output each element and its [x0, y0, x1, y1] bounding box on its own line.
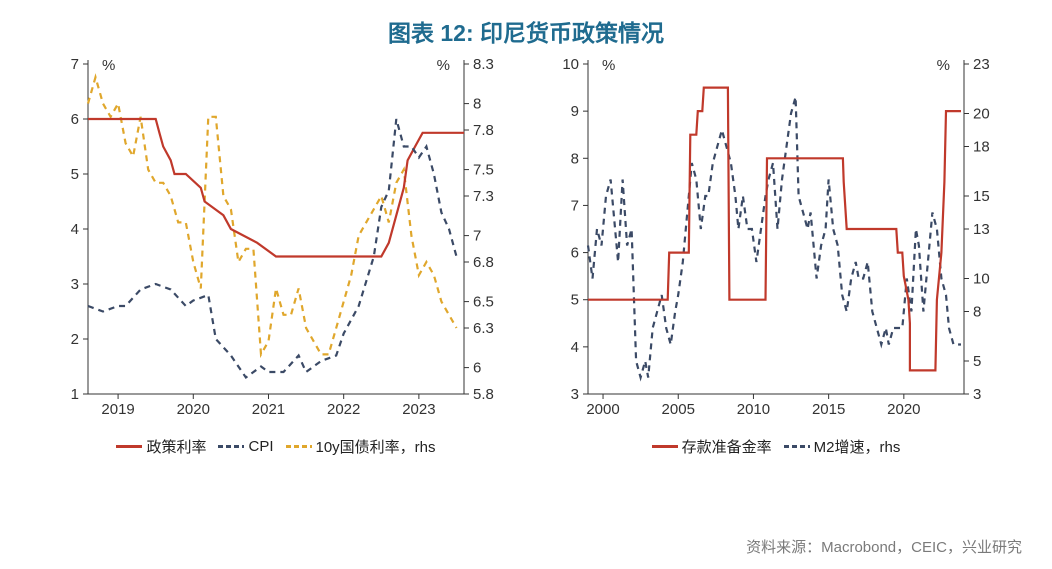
svg-text:2020: 2020 [887, 401, 920, 418]
svg-text:2020: 2020 [177, 401, 210, 418]
svg-text:20: 20 [973, 106, 990, 123]
svg-text:7.3: 7.3 [473, 188, 494, 205]
svg-text:8: 8 [973, 304, 981, 321]
left-chart-wrap: 1 2 3 4 5 6 7% 5.8 6 6.3 6.5 6.8 7 7.3 7.5 7.8 8 8.3% 2019… [36, 54, 516, 457]
svg-text:23: 23 [973, 56, 990, 73]
svg-text:2015: 2015 [812, 401, 845, 418]
svg-text:%: % [602, 57, 615, 74]
svg-text:8: 8 [473, 96, 481, 113]
svg-text:2000: 2000 [586, 401, 619, 418]
svg-text:7.5: 7.5 [473, 162, 494, 179]
svg-text:3: 3 [973, 386, 981, 403]
svg-text:2005: 2005 [662, 401, 695, 418]
svg-text:6: 6 [473, 360, 481, 377]
svg-text:9: 9 [571, 103, 579, 120]
svg-text:6: 6 [71, 111, 79, 128]
source-text: 资料来源：Macrobond，CEIC，兴业研究 [746, 536, 1022, 557]
svg-text:6.3: 6.3 [473, 320, 494, 337]
svg-text:13: 13 [973, 221, 990, 238]
svg-text:2019: 2019 [101, 401, 134, 418]
svg-text:%: % [437, 57, 450, 74]
svg-text:%: % [937, 57, 950, 74]
legend-swatch [784, 445, 810, 448]
left-chart-svg: 1 2 3 4 5 6 7% 5.8 6 6.3 6.5 6.8 7 7.3 7.5 7.8 8 8.3% 2019… [36, 54, 516, 434]
right-chart-svg: 3 4 5 6 7 8 9 10% 3 5 8 10 13 15 18 20 23% 2000 2005 2010 20… [536, 54, 1016, 434]
svg-text:8.3: 8.3 [473, 56, 494, 73]
svg-text:2: 2 [71, 331, 79, 348]
legend-item: M2增速，rhs [784, 436, 901, 457]
chart-title: 图表 12: 印尼货币政策情况 [0, 0, 1052, 54]
svg-text:6: 6 [571, 245, 579, 262]
legend-swatch [218, 445, 244, 448]
svg-text:8: 8 [571, 150, 579, 167]
svg-text:7: 7 [71, 56, 79, 73]
svg-text:18: 18 [973, 139, 990, 156]
charts-row: 1234567%5.866.36.56.877.37.57.888.3%2019… [0, 54, 1052, 457]
legend-item: 10y国债利率，rhs [286, 436, 436, 457]
svg-text:2021: 2021 [252, 401, 285, 418]
svg-text:5.8: 5.8 [473, 386, 494, 403]
svg-text:10: 10 [973, 271, 990, 288]
svg-text:10: 10 [562, 56, 579, 73]
legend-item: 政策利率 [116, 436, 206, 457]
svg-text:7: 7 [473, 228, 481, 245]
right-legend: 存款准备金率 M2增速，rhs [652, 436, 901, 457]
svg-text:15: 15 [973, 188, 990, 205]
svg-text:2010: 2010 [737, 401, 770, 418]
svg-text:2023: 2023 [402, 401, 435, 418]
svg-text:7.8: 7.8 [473, 122, 494, 139]
svg-text:7: 7 [571, 197, 579, 214]
legend-item: CPI [218, 438, 273, 455]
svg-text:1: 1 [71, 386, 79, 403]
svg-text:6.8: 6.8 [473, 254, 494, 271]
left-legend: 政策利率 CPI 10y国债利率，rhs [116, 436, 435, 457]
legend-label: 10y国债利率，rhs [316, 436, 436, 457]
svg-text:3: 3 [571, 386, 579, 403]
legend-label: 存款准备金率 [682, 436, 772, 457]
legend-item: 存款准备金率 [652, 436, 772, 457]
legend-swatch [116, 445, 142, 448]
svg-text:5: 5 [71, 166, 79, 183]
legend-label: M2增速，rhs [814, 436, 901, 457]
svg-text:%: % [102, 57, 115, 74]
svg-text:4: 4 [71, 221, 79, 238]
right-chart-wrap: 3 4 5 6 7 8 9 10% 3 5 8 10 13 15 18 20 23% 2000 2005 2010 20… [536, 54, 1016, 457]
svg-text:6.5: 6.5 [473, 294, 494, 311]
svg-text:4: 4 [571, 339, 579, 356]
svg-text:5: 5 [571, 292, 579, 309]
svg-text:3: 3 [71, 276, 79, 293]
svg-text:2022: 2022 [327, 401, 360, 418]
legend-swatch [652, 445, 678, 448]
legend-swatch [286, 445, 312, 448]
legend-label: CPI [248, 438, 273, 455]
svg-text:5: 5 [973, 353, 981, 370]
legend-label: 政策利率 [146, 436, 206, 457]
